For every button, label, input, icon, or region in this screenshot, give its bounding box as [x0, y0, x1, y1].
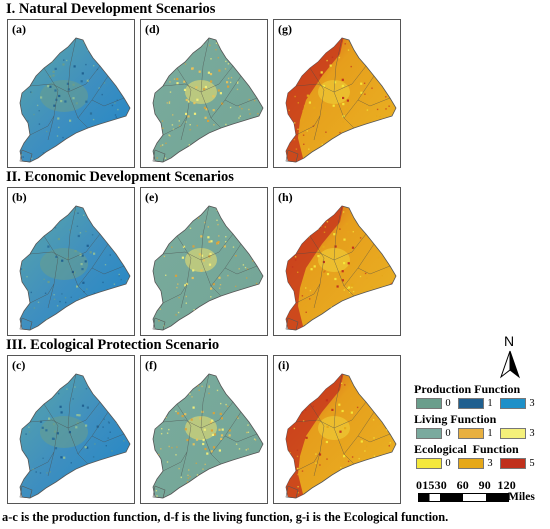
legend-swatch [458, 428, 484, 439]
legend-value: 3 [529, 428, 535, 439]
legend-row-production: 0 1 3 [414, 396, 550, 411]
legend-value: 3 [529, 398, 535, 409]
legend-title-ecological: Ecological Function [414, 442, 519, 456]
map-panel-i: (i) [273, 355, 401, 504]
legend-title-production: Production Function [414, 382, 521, 396]
north-label: N [504, 333, 515, 349]
legend-swatch [500, 398, 526, 409]
map-production [19, 373, 131, 499]
scale-numbers: 01530 60 90 120 [416, 478, 516, 492]
legend-swatch [458, 398, 484, 409]
legend-value: 0 [445, 428, 451, 439]
section-title-economic: II. Economic Development Scenarios [6, 169, 234, 185]
map-living [152, 205, 264, 331]
map-panel-h: (h) [273, 187, 401, 336]
map-panel-b: (b) [7, 187, 135, 336]
legend-value: 1 [487, 398, 493, 409]
map-panel-g: (g) [273, 19, 401, 168]
legend-value: 1 [487, 428, 493, 439]
north-arrow-icon [499, 350, 521, 379]
legend-row-ecological: 0 3 5 [414, 456, 550, 471]
map-ecological [285, 373, 397, 499]
map-living [152, 373, 264, 499]
legend-value: 0 [445, 398, 451, 409]
section-title-ecological: III. Ecological Protection Scenario [6, 337, 220, 353]
legend-swatch [500, 458, 526, 469]
panel-label: (a) [12, 22, 26, 36]
map-living [152, 37, 264, 163]
legend-swatch [416, 428, 442, 439]
legend-swatch [500, 428, 526, 439]
map-panel-d: (d) [140, 19, 268, 168]
legend-swatch [416, 458, 442, 469]
legend-row-living: 0 1 3 [414, 426, 550, 441]
panel-label: (c) [12, 358, 26, 372]
scale-bar: 01530 60 90 120 Miles [416, 478, 550, 504]
map-production [19, 205, 131, 331]
panel-label: (d) [145, 22, 160, 36]
legend-value: 5 [529, 458, 535, 469]
legend: Production Function 0 1 3 Living Functio… [414, 382, 550, 472]
map-ecological [285, 37, 397, 163]
legend-value: 0 [445, 458, 451, 469]
map-panel-a: (a) [7, 19, 135, 168]
map-ecological [285, 205, 397, 331]
legend-swatch [416, 398, 442, 409]
scale-bar-graphic [418, 493, 509, 502]
panel-label: (i) [278, 358, 290, 372]
map-production [19, 37, 131, 163]
map-panel-e: (e) [140, 187, 268, 336]
panel-label: (h) [278, 190, 293, 204]
panel-label: (b) [12, 190, 27, 204]
map-panel-c: (c) [7, 355, 135, 504]
map-panel-f: (f) [140, 355, 268, 504]
legend-swatch [458, 458, 484, 469]
legend-value: 3 [487, 458, 493, 469]
panel-label: (e) [145, 190, 159, 204]
legend-title-living: Living Function [414, 412, 497, 426]
section-title-natural: I. Natural Development Scenarios [6, 1, 216, 17]
north-arrow: N [496, 333, 524, 379]
panel-label: (g) [278, 22, 292, 36]
panel-label: (f) [145, 358, 157, 372]
scale-unit: Miles [508, 491, 535, 503]
figure-caption: a-c is the production function, d-f is t… [2, 510, 449, 524]
